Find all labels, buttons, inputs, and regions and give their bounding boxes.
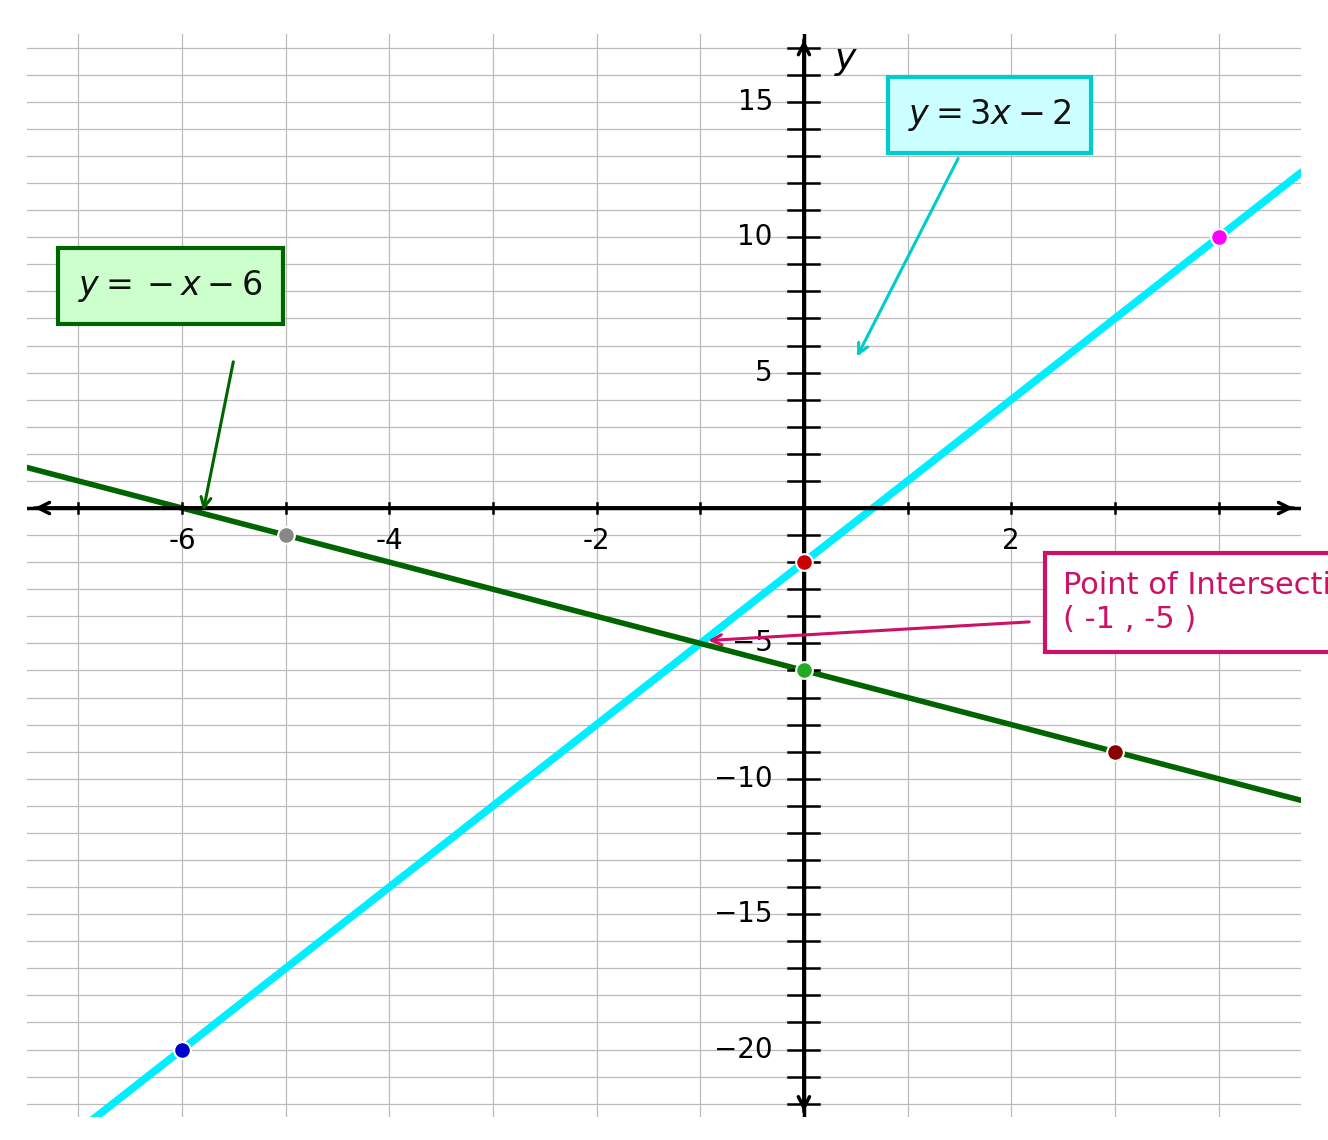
Text: 2: 2 xyxy=(1003,527,1020,555)
Text: 15: 15 xyxy=(737,88,773,116)
Text: −10: −10 xyxy=(714,765,773,792)
Text: −20: −20 xyxy=(714,1035,773,1064)
Text: −5: −5 xyxy=(732,629,773,658)
Text: $y = -x - 6$: $y = -x - 6$ xyxy=(78,268,263,304)
Text: -2: -2 xyxy=(583,527,611,555)
Text: $y = 3x - 2$: $y = 3x - 2$ xyxy=(907,97,1072,133)
Text: −15: −15 xyxy=(714,901,773,928)
Text: -4: -4 xyxy=(376,527,404,555)
Text: Point of Intersection
( -1 , -5 ): Point of Intersection ( -1 , -5 ) xyxy=(1062,571,1328,634)
Text: 5: 5 xyxy=(756,359,773,386)
Text: y: y xyxy=(835,42,857,76)
Text: -6: -6 xyxy=(169,527,195,555)
Text: 10: 10 xyxy=(737,223,773,251)
